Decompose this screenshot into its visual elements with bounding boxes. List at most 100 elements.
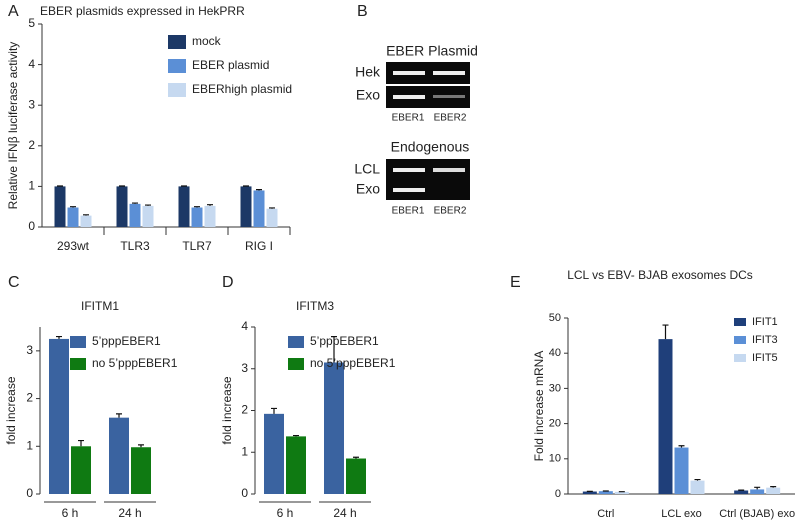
gel-band <box>393 168 425 172</box>
x-tick-label: 293wt <box>57 239 90 253</box>
legend-swatch <box>70 358 86 370</box>
legend-label: IFIT1 <box>752 316 778 328</box>
y-tick-label: 1 <box>241 444 248 458</box>
error-bar <box>770 486 777 488</box>
y-axis-label: fold increase <box>220 376 234 444</box>
y-tick-label: 20 <box>549 418 561 430</box>
legend-label: EBER plasmid <box>192 58 269 72</box>
x-tick-label: 24 h <box>333 506 356 520</box>
y-axis-label: Fold increase mRNA <box>532 351 546 462</box>
x-tick-label: Ctrl (BJAB) exo <box>719 508 795 520</box>
chart-title: EBER plasmids expressed in HekPRR <box>40 4 245 18</box>
chart-title: LCL vs EBV- BJAB exosomes DCs <box>567 268 753 282</box>
y-tick-label: 1 <box>28 179 35 193</box>
gel-row-label: Exo <box>356 181 380 197</box>
bar <box>142 205 154 227</box>
legend-swatch <box>168 35 186 49</box>
panel-letter: D <box>222 274 234 291</box>
gel-title: EBER Plasmid <box>386 43 478 59</box>
bar <box>674 447 689 494</box>
legend-label: EBERhigh plasmid <box>192 82 292 96</box>
error-bar <box>694 478 701 481</box>
gel-lane-label: EBER2 <box>434 113 467 124</box>
legend-swatch <box>734 354 746 362</box>
bar <box>67 207 79 227</box>
bar <box>286 436 306 494</box>
bar <box>690 480 705 494</box>
bar <box>49 338 69 494</box>
bar <box>129 203 141 227</box>
bar <box>131 447 151 494</box>
error-bar <box>256 189 262 191</box>
y-tick-label: 1 <box>26 438 33 452</box>
legend-label: mock <box>192 34 222 48</box>
bar <box>614 491 629 494</box>
bar <box>324 362 344 494</box>
legend-swatch <box>288 358 304 370</box>
gel-lane-label: EBER2 <box>434 206 467 217</box>
y-tick-label: 3 <box>241 361 248 375</box>
bar <box>582 491 597 494</box>
y-tick-label: 0 <box>555 488 561 500</box>
bar <box>80 215 92 227</box>
bar <box>266 208 278 227</box>
panel-letter: E <box>510 274 521 291</box>
error-bar <box>269 207 275 209</box>
error-bar <box>138 444 144 448</box>
y-tick-label: 3 <box>26 343 33 357</box>
x-tick-label: 6 h <box>277 506 294 520</box>
gel-title: Endogenous <box>391 139 470 155</box>
gel-band <box>393 95 425 99</box>
bar <box>253 190 265 227</box>
legend-label: no 5’pppEBER1 <box>92 356 178 370</box>
legend-swatch <box>288 336 304 348</box>
x-tick-label: TLR3 <box>120 239 150 253</box>
bar <box>750 489 765 494</box>
error-bar <box>78 439 84 447</box>
gel-band <box>433 71 465 75</box>
gel-band <box>393 188 425 192</box>
panel-letter: B <box>357 3 368 20</box>
legend-swatch <box>168 83 186 97</box>
gel-lane-image <box>386 86 470 108</box>
legend-swatch <box>168 59 186 73</box>
y-axis-label: fold increase <box>4 376 18 444</box>
error-bar <box>56 335 62 339</box>
legend-swatch <box>70 336 86 348</box>
error-bar <box>678 445 685 448</box>
gel-row-label: LCL <box>354 161 380 177</box>
bar <box>54 186 66 227</box>
bar <box>204 205 216 227</box>
error-bar <box>116 413 122 418</box>
gel-lane-image <box>386 62 470 84</box>
x-tick-label: LCL exo <box>661 508 702 520</box>
panel-letter: A <box>8 3 19 20</box>
bar <box>178 186 190 227</box>
y-tick-label: 5 <box>28 16 35 30</box>
error-bar <box>293 434 299 437</box>
gel-lane-image <box>386 159 470 180</box>
y-axis-label: Relative IFNβ luciferase activity <box>6 42 20 210</box>
error-bar <box>70 206 76 208</box>
gel-lane-label: EBER1 <box>392 206 425 217</box>
bar <box>264 413 284 494</box>
y-tick-label: 2 <box>26 391 33 405</box>
gel-band <box>393 71 425 75</box>
chart-title: IFITM1 <box>81 299 119 313</box>
y-tick-label: 0 <box>241 486 248 500</box>
gel-band <box>433 95 465 98</box>
bar <box>598 491 613 494</box>
error-bar <box>331 336 337 363</box>
panel-letter: C <box>8 274 20 291</box>
y-tick-label: 2 <box>241 403 248 417</box>
legend-swatch <box>734 336 746 344</box>
y-tick-label: 0 <box>26 486 33 500</box>
y-tick-label: 4 <box>28 57 35 71</box>
legend-label: IFIT3 <box>752 334 778 346</box>
legend-label: 5’pppEBER1 <box>310 334 379 348</box>
error-bar <box>83 214 89 216</box>
error-bar <box>271 407 277 414</box>
x-tick-label: RIG I <box>245 239 273 253</box>
error-bar <box>662 324 669 340</box>
